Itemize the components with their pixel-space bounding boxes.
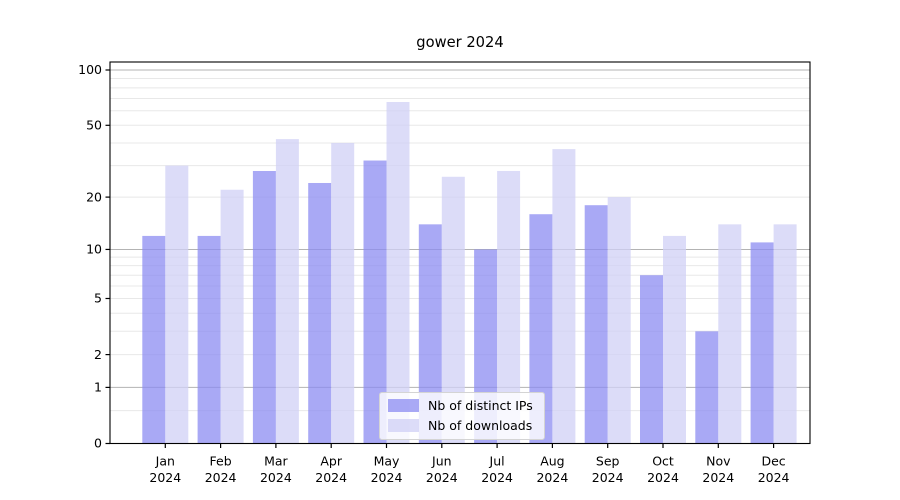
bar-nb-of-distinct-ips-aug-2024 <box>529 214 553 444</box>
x-tick-label-year-jan-2024: 2024 <box>149 470 181 485</box>
x-tick-label-month-jul-2024: Jul <box>489 454 505 469</box>
legend-swatch-downloads <box>388 419 419 432</box>
legend: Nb of distinct IPs Nb of downloads <box>379 392 545 440</box>
x-tick-label-year-apr-2024: 2024 <box>315 470 347 485</box>
x-tick-label-month-dec-2024: Dec <box>761 454 785 469</box>
plot-border <box>109 61 811 445</box>
y-tick-label-0: 0 <box>94 436 102 451</box>
bar-nb-of-distinct-ips-sep-2024 <box>584 205 608 444</box>
legend-label-downloads: Nb of downloads <box>428 418 533 433</box>
bar-nb-of-downloads-nov-2024 <box>718 224 742 444</box>
x-tick-label-month-sep-2024: Sep <box>596 454 620 469</box>
x-tick-label-year-jun-2024: 2024 <box>426 470 458 485</box>
x-tick-label-month-oct-2024: Oct <box>652 454 674 469</box>
x-tick-label-year-aug-2024: 2024 <box>536 470 568 485</box>
x-tick-label-year-oct-2024: 2024 <box>647 470 679 485</box>
bar-nb-of-downloads-may-2024 <box>386 102 410 444</box>
bar-nb-of-distinct-ips-oct-2024 <box>640 275 663 444</box>
bar-nb-of-distinct-ips-mar-2024 <box>252 170 276 444</box>
x-tick-label-year-nov-2024: 2024 <box>702 470 734 485</box>
x-tick-label-month-jun-2024: Jun <box>431 454 452 469</box>
bar-nb-of-downloads-jul-2024 <box>497 170 521 444</box>
x-tick-label-year-may-2024: 2024 <box>371 470 403 485</box>
y-tick-label-5: 5 <box>94 291 102 306</box>
bar-nb-of-downloads-mar-2024 <box>275 139 299 444</box>
bar-nb-of-distinct-ips-jun-2024 <box>418 224 442 444</box>
y-tick-label-20: 20 <box>86 189 102 204</box>
legend-item-distinct-ips: Nb of distinct IPs <box>388 398 533 413</box>
bar-nb-of-downloads-oct-2024 <box>663 235 686 444</box>
x-tick-label-year-sep-2024: 2024 <box>592 470 624 485</box>
x-tick-label-month-nov-2024: Nov <box>706 454 731 469</box>
x-tick-label-month-aug-2024: Aug <box>540 454 564 469</box>
bar-nb-of-distinct-ips-dec-2024 <box>750 242 774 444</box>
y-tick-label-10: 10 <box>86 242 102 257</box>
y-tick-label-1: 1 <box>94 380 102 395</box>
bar-nb-of-distinct-ips-feb-2024 <box>197 235 221 444</box>
legend-item-downloads: Nb of downloads <box>388 418 533 433</box>
bar-nb-of-downloads-feb-2024 <box>220 189 244 444</box>
y-tick-label-50: 50 <box>86 117 102 132</box>
bar-nb-of-distinct-ips-nov-2024 <box>695 331 719 444</box>
bar-nb-of-distinct-ips-may-2024 <box>363 160 387 444</box>
bar-nb-of-distinct-ips-apr-2024 <box>308 182 332 444</box>
x-tick-label-month-apr-2024: Apr <box>320 454 342 469</box>
x-tick-label-year-mar-2024: 2024 <box>260 470 292 485</box>
bar-nb-of-downloads-apr-2024 <box>331 142 355 444</box>
x-tick-label-year-feb-2024: 2024 <box>205 470 237 485</box>
legend-swatch-distinct-ips <box>388 399 419 412</box>
bar-nb-of-downloads-sep-2024 <box>607 197 631 444</box>
y-tick-label-100: 100 <box>78 62 102 77</box>
legend-label-distinct-ips: Nb of distinct IPs <box>428 398 533 413</box>
x-tick-label-month-feb-2024: Feb <box>210 454 232 469</box>
x-tick-label-year-jul-2024: 2024 <box>481 470 513 485</box>
bar-nb-of-downloads-jan-2024 <box>165 165 189 444</box>
bar-nb-of-downloads-jun-2024 <box>441 176 465 444</box>
y-tick-label-2: 2 <box>94 347 102 362</box>
x-tick-label-month-may-2024: May <box>374 454 400 469</box>
x-tick-label-year-dec-2024: 2024 <box>758 470 790 485</box>
bar-nb-of-downloads-dec-2024 <box>773 224 797 444</box>
x-tick-label-month-jan-2024: Jan <box>155 454 175 469</box>
bar-nb-of-downloads-aug-2024 <box>552 149 576 444</box>
x-tick-label-month-mar-2024: Mar <box>264 454 288 469</box>
bar-nb-of-distinct-ips-jan-2024 <box>142 235 166 444</box>
chart-title: gower 2024 <box>416 34 504 51</box>
